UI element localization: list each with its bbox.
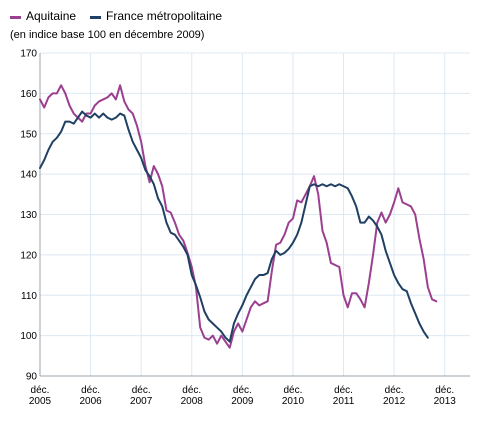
- legend-item-aquitaine: Aquitaine: [10, 9, 76, 23]
- y-tick-label: 150: [20, 129, 37, 140]
- x-tick-label: déc.: [435, 385, 454, 396]
- series-line-aquitaine: [39, 84, 438, 349]
- legend-label-france: France métropolitaine: [106, 9, 223, 23]
- y-tick-label: 130: [20, 210, 37, 221]
- x-tick-label: 2010: [282, 396, 305, 407]
- y-tick-label: 170: [20, 49, 37, 60]
- x-tick-label: déc.: [385, 385, 404, 396]
- chart-legend: Aquitaine France métropolitaine: [10, 9, 222, 23]
- x-tick-label: déc.: [233, 385, 252, 396]
- x-tick-label: 2013: [434, 396, 457, 407]
- y-tick-label: 120: [20, 250, 37, 261]
- series-line-france-metropolitaine: [39, 110, 429, 343]
- y-tick-label: 140: [20, 170, 37, 181]
- legend-item-france: France métropolitaine: [90, 9, 222, 23]
- y-tick-label: 100: [20, 331, 37, 342]
- legend-swatch-aquitaine: [10, 15, 21, 19]
- chart-subtitle: (en indice base 100 en décembre 2009): [10, 29, 205, 41]
- y-tick-label: 160: [20, 89, 37, 100]
- x-tick-label: 2006: [79, 396, 102, 407]
- legend-label-aquitaine: Aquitaine: [26, 9, 77, 23]
- x-tick-label: déc.: [283, 385, 302, 396]
- y-tick-label: 90: [26, 372, 38, 383]
- x-tick-label: 2005: [29, 396, 52, 407]
- legend-swatch-france: [90, 15, 102, 19]
- x-tick-label: 2008: [181, 396, 204, 407]
- x-tick-label: 2012: [383, 396, 406, 407]
- x-tick-label: déc.: [81, 385, 100, 396]
- y-tick-label: 110: [21, 291, 37, 302]
- x-tick-label: 2011: [333, 396, 355, 407]
- x-tick-label: 2007: [130, 396, 153, 407]
- x-tick-label: déc.: [31, 385, 50, 396]
- x-tick-label: 2009: [231, 396, 254, 407]
- x-tick-label: déc.: [132, 385, 151, 396]
- x-tick-label: déc.: [182, 385, 201, 396]
- x-tick-label: déc.: [334, 385, 353, 396]
